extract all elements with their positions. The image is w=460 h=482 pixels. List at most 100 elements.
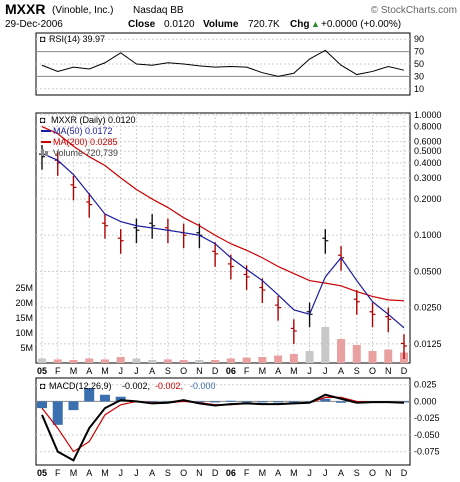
macd-histogram-bar — [52, 401, 63, 425]
rsi-line — [41, 49, 405, 77]
x-tick-label: J — [307, 366, 312, 376]
volume-bar — [368, 351, 377, 363]
x-tick-label: 06 — [226, 366, 236, 376]
macd-histogram-bar — [68, 401, 79, 411]
volume-bar — [305, 351, 314, 363]
x-tick-label: A — [338, 366, 344, 376]
watermark: © StockCharts.com — [371, 5, 457, 16]
volume-swatch-2 — [45, 151, 48, 156]
volume-bar — [258, 357, 267, 363]
macd-histogram-bar — [241, 401, 252, 403]
x-tick-label: J — [134, 468, 139, 478]
x-tick-label: O — [180, 468, 187, 478]
price-tick-label: 0.4000 — [414, 158, 442, 168]
volume-bar — [242, 357, 251, 363]
x-tick-label: M — [259, 468, 267, 478]
volume-bar — [132, 358, 141, 363]
company-name: (Vinoble, Inc.) — [52, 5, 114, 16]
x-tick-label: D — [212, 468, 219, 478]
volume-bar — [195, 360, 204, 363]
rsi-tick-label: 90 — [414, 34, 424, 44]
x-tick-label: J — [134, 366, 139, 376]
volume-bar — [53, 359, 62, 363]
x-tick-label: O — [369, 468, 376, 478]
ma200-legend: MA(200) 0.0285 — [53, 137, 118, 147]
volume-tick-label: 5M — [20, 343, 33, 353]
macd-histogram-bar — [320, 398, 331, 402]
macd-legend-icon: ◘ — [40, 381, 46, 391]
exchange-name: Nasdaq BB — [133, 5, 184, 16]
rsi-tick-label: 70 — [414, 47, 424, 57]
price-x-axis: 05 F M A M J J A S O N D 06 F M A M J J A S O N D — [37, 366, 408, 376]
volume-bar — [38, 358, 46, 363]
close-label: Close — [128, 19, 156, 30]
macd-histogram-bar — [147, 401, 158, 403]
price-tick-label: 0.0125 — [414, 339, 442, 349]
price-legend-title: MXXR (Daily) 0.0120 — [51, 115, 136, 125]
volume-bar — [384, 349, 393, 363]
macd-histogram-bar — [225, 400, 236, 402]
macd-panel: 0.025 0.000 -0.025 -0.050 -0.075 ◘ MACD(12,2… — [35, 377, 440, 466]
x-tick-label: 05 — [37, 468, 47, 478]
volume-bar — [69, 360, 78, 363]
x-tick-label: M — [290, 366, 298, 376]
x-tick-label: O — [180, 366, 187, 376]
chg-label: Chg — [290, 19, 309, 30]
x-tick-label: A — [149, 468, 155, 478]
x-tick-label: N — [385, 366, 392, 376]
ticker-symbol: MXXR — [5, 1, 45, 17]
x-tick-label: M — [70, 468, 78, 478]
volume-bar — [85, 358, 94, 363]
x-tick-label: A — [86, 366, 92, 376]
volume-bar — [116, 357, 125, 363]
macd-line — [41, 393, 405, 462]
x-tick-label: J — [307, 468, 312, 478]
chg-arrow-icon: ▲ — [311, 19, 320, 29]
volume-tick-label: 20M — [15, 298, 33, 308]
x-tick-label: D — [401, 468, 408, 478]
x-tick-label: A — [86, 468, 92, 478]
x-tick-label: D — [212, 366, 219, 376]
macd-legend-prefix: MACD(12,26,9) — [49, 381, 112, 391]
volume-legend: Volume 720,739 — [53, 148, 118, 158]
rsi-panel-frame — [35, 32, 411, 96]
price-legend-icon: ◘ — [40, 115, 46, 125]
chg-value: +0.0000 (+0.00%) — [321, 19, 401, 30]
volume-tick-label: 25M — [15, 283, 33, 293]
rsi-tick-label: 30 — [414, 71, 424, 81]
x-tick-label: A — [275, 366, 281, 376]
rsi-tick-label: 10 — [414, 84, 424, 94]
volume-label: Volume — [203, 19, 239, 30]
macd-histogram-bar — [84, 388, 95, 402]
x-tick-label: A — [275, 468, 281, 478]
x-tick-label: M — [101, 366, 109, 376]
macd-legend-macd: -0.002, — [122, 381, 150, 391]
price-tick-label: 0.8000 — [414, 122, 442, 132]
x-tick-label: S — [354, 468, 360, 478]
macd-tick-label: 0.025 — [414, 380, 437, 390]
macd-histogram-bar — [210, 401, 221, 403]
rsi-legend-icon: ◘ — [40, 34, 46, 44]
volume-bar — [289, 354, 298, 363]
x-tick-label: N — [385, 468, 392, 478]
volume-swatch — [41, 149, 44, 156]
price-tick-label: 0.5000 — [414, 146, 442, 156]
close-value: 0.0120 — [164, 19, 195, 30]
x-tick-label: S — [165, 468, 171, 478]
macd-legend-signal: -0.002, — [155, 381, 183, 391]
ma50-legend: MA(50) 0.0172 — [53, 126, 113, 136]
volume-bar — [321, 327, 330, 363]
macd-tick-label: -0.050 — [414, 430, 440, 440]
date-label: 29-Dec-2006 — [5, 19, 63, 30]
macd-tick-label: -0.025 — [414, 413, 440, 423]
x-tick-label: F — [55, 366, 61, 376]
macd-histogram-bar — [336, 401, 347, 403]
macd-x-axis: 05 F M A M J J A S O N D 06 F M A M J J A S O N D — [37, 468, 408, 478]
price-tick-label: 0.3000 — [414, 173, 442, 183]
macd-legend-hist: -0.000 — [190, 381, 216, 391]
macd-histogram-bar — [273, 401, 284, 403]
volume-bar — [211, 360, 220, 363]
x-tick-label: F — [55, 468, 61, 478]
macd-panel-frame — [35, 377, 411, 466]
